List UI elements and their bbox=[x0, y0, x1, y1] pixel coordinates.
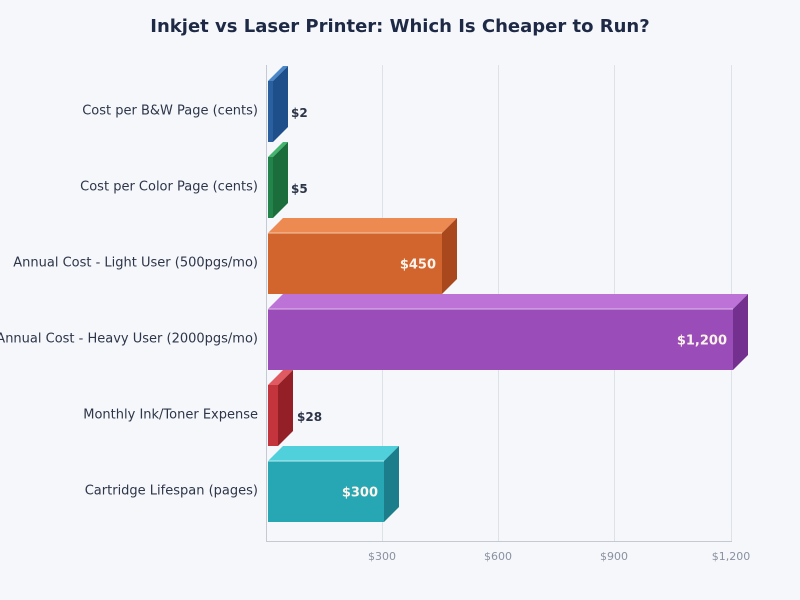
x-tick-label: $600 bbox=[484, 550, 512, 563]
category-label: Cartridge Lifespan (pages) bbox=[84, 483, 258, 499]
x-tick-label: $1,200 bbox=[711, 550, 751, 563]
bar-cartridge-lifespan[interactable] bbox=[268, 446, 399, 522]
value-label: $1,200 bbox=[676, 333, 727, 349]
bar-color-page[interactable] bbox=[268, 142, 288, 218]
bar-monthly-ink[interactable] bbox=[268, 370, 293, 446]
x-axis-line bbox=[266, 541, 732, 542]
category-label: Annual Cost - Heavy User (2000pgs/mo) bbox=[0, 331, 258, 347]
bar-bw-page[interactable] bbox=[268, 66, 288, 142]
bar-annual-light[interactable] bbox=[268, 218, 457, 294]
value-label: $450 bbox=[399, 257, 436, 273]
value-label: $5 bbox=[291, 182, 308, 196]
value-label: $300 bbox=[341, 485, 378, 501]
x-tick-label: $900 bbox=[600, 550, 628, 563]
category-label: Annual Cost - Light User (500pgs/mo) bbox=[13, 255, 258, 271]
value-label: $2 bbox=[291, 106, 308, 120]
chart-title: Inkjet vs Laser Printer: Which Is Cheape… bbox=[150, 16, 650, 37]
y-axis-line bbox=[266, 65, 267, 542]
value-label: $28 bbox=[297, 410, 323, 424]
bar-annual-heavy[interactable] bbox=[268, 294, 748, 370]
category-label: Cost per Color Page (cents) bbox=[80, 179, 258, 195]
category-label: Cost per B&W Page (cents) bbox=[82, 103, 258, 119]
category-label: Monthly Ink/Toner Expense bbox=[83, 407, 258, 423]
x-tick-label: $300 bbox=[368, 550, 396, 563]
